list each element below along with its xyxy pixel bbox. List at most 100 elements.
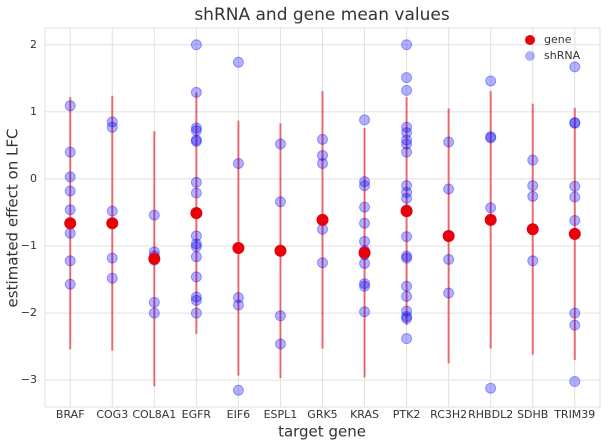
x-tick-label: SDHB xyxy=(517,408,548,421)
x-tick-label: BRAF xyxy=(56,408,85,421)
shrna-point xyxy=(401,231,413,243)
shrna-point xyxy=(569,117,581,129)
shrna-point xyxy=(401,186,413,198)
gene-point xyxy=(400,205,413,218)
shrna-point xyxy=(359,201,371,213)
x-tick-label: KRAS xyxy=(350,408,379,421)
shrna-point xyxy=(274,310,286,322)
shrna-point xyxy=(317,149,328,161)
gene-point xyxy=(316,213,329,226)
shrna-point xyxy=(190,238,202,250)
legend-label: gene xyxy=(544,33,572,46)
y-tick-label: 1 xyxy=(30,105,37,118)
x-tick-label: PTK2 xyxy=(393,408,421,421)
shrna-point xyxy=(401,250,413,262)
shrna-point xyxy=(401,280,413,292)
shrna-point xyxy=(401,146,413,158)
shrna-point xyxy=(569,319,581,331)
shrna-point xyxy=(190,251,202,263)
y-axis-label: estimated effect on LFC xyxy=(4,129,22,308)
shrna-point xyxy=(317,133,328,145)
shrna-point xyxy=(190,125,202,137)
x-tick-label: EIF6 xyxy=(227,408,251,421)
shrna-point xyxy=(190,294,202,306)
y-tick-label: −3 xyxy=(21,373,37,386)
gene-point xyxy=(274,244,287,257)
shrna-point xyxy=(359,180,371,192)
shrna-point xyxy=(569,117,581,129)
shrna-point xyxy=(232,384,244,396)
legend-label: shRNA xyxy=(544,49,581,62)
shrna-point xyxy=(485,75,497,87)
shrna-point xyxy=(359,217,371,229)
x-tick-label: COG3 xyxy=(96,408,128,421)
shrna-point xyxy=(569,376,581,388)
shrna-point xyxy=(106,121,118,133)
gene-point xyxy=(358,246,371,259)
shrna-point xyxy=(401,305,413,317)
x-tick-label: COL8A1 xyxy=(132,408,176,421)
shrna-point xyxy=(443,253,455,265)
gene-point xyxy=(148,252,161,265)
shrna-point xyxy=(569,61,581,73)
shrna-point xyxy=(485,132,497,144)
shrna-point xyxy=(274,338,286,350)
shrna-point xyxy=(64,100,76,112)
shrna-point xyxy=(190,134,202,146)
shrna-point xyxy=(359,257,371,269)
gene-point xyxy=(568,227,581,240)
shrna-point xyxy=(569,215,581,227)
shrna-point xyxy=(190,271,202,283)
shrna-point xyxy=(527,255,539,267)
shrna-point xyxy=(401,127,413,139)
shrna-point xyxy=(190,176,202,188)
shrna-point xyxy=(359,306,371,318)
shrna-point xyxy=(106,205,118,217)
shrna-point xyxy=(64,255,76,267)
shrna-point xyxy=(190,86,202,98)
shrna-point xyxy=(359,235,371,247)
shrna-point xyxy=(106,116,118,128)
shrna-point xyxy=(401,84,413,96)
shrna-point xyxy=(401,192,413,204)
shrna-point xyxy=(401,39,413,51)
shrna-point xyxy=(64,278,76,290)
shrna-point xyxy=(359,114,371,126)
shrna-point xyxy=(317,158,328,170)
shrna-point xyxy=(106,252,118,264)
shrna-point xyxy=(148,307,160,319)
shrna-point xyxy=(64,227,76,239)
y-tick-label: 0 xyxy=(30,172,37,185)
gene-point xyxy=(106,217,119,230)
shrna-point xyxy=(190,39,202,51)
shrna-point xyxy=(443,183,455,195)
shrna-point xyxy=(190,307,202,319)
shrna-point xyxy=(527,154,539,166)
shrna-point xyxy=(232,292,244,304)
gene-point xyxy=(484,213,497,226)
shrna-point xyxy=(274,138,286,150)
shrna-point xyxy=(190,291,202,303)
shrna-point xyxy=(401,290,413,302)
x-tick-label: EGFR xyxy=(182,408,212,421)
shrna-point xyxy=(359,176,371,188)
x-tick-label: RC3H2 xyxy=(430,408,467,421)
gene-point xyxy=(64,217,77,230)
shrna-point xyxy=(190,241,202,253)
x-tick-label: TRIM39 xyxy=(553,408,595,421)
shrna-point xyxy=(401,134,413,146)
shrna-point xyxy=(401,138,413,150)
shrna-point xyxy=(317,257,328,269)
shrna-point xyxy=(485,382,497,394)
shrna-point xyxy=(148,209,160,221)
shrna-point xyxy=(359,280,371,292)
x-axis-label: target gene xyxy=(278,423,366,441)
shrna-point xyxy=(232,299,244,311)
shrna-point xyxy=(485,202,497,214)
shrna-point xyxy=(401,333,413,345)
gene-point xyxy=(526,223,539,236)
x-tick-label: GRK5 xyxy=(307,408,337,421)
shrna-point xyxy=(190,187,202,199)
shrna-point xyxy=(274,196,286,208)
